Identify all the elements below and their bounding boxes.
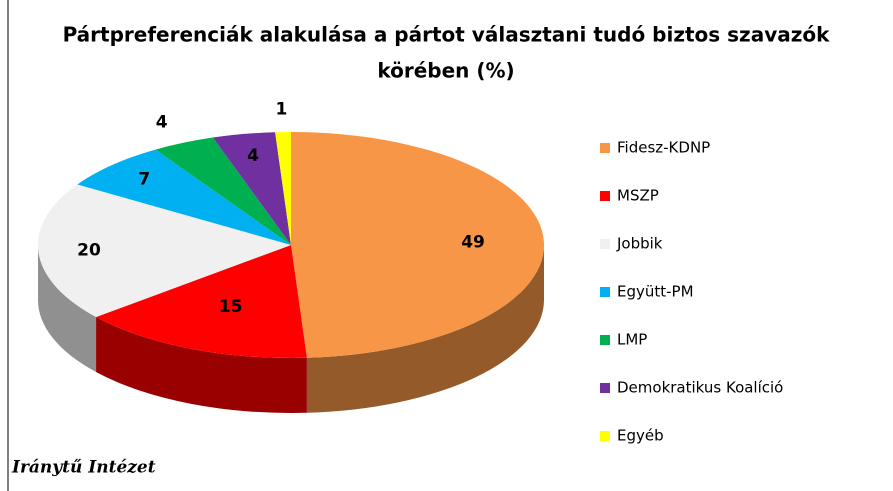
legend-swatch <box>600 431 610 441</box>
source: Iránytű Intézet <box>11 458 156 478</box>
legend-swatch <box>600 239 610 249</box>
pie-slice <box>155 137 291 245</box>
data-label: 4 <box>247 146 259 166</box>
pie-slice <box>275 132 291 245</box>
legend-swatch <box>600 191 610 201</box>
legend-label: Jobbik <box>616 235 663 253</box>
data-label: 4 <box>156 112 168 132</box>
legend-label: Egyéb <box>617 427 664 445</box>
legend-label: Fidesz-KDNP <box>617 139 710 157</box>
chart-title: körében (%) <box>377 59 514 83</box>
pie-side <box>306 245 544 413</box>
legend-label: Együtt-PM <box>617 283 694 301</box>
legend-swatch <box>600 143 610 153</box>
data-label: 1 <box>276 99 288 119</box>
data-label: 7 <box>138 169 150 189</box>
data-label: 15 <box>219 297 243 317</box>
pie-slice <box>38 184 291 318</box>
chart-title: Pártpreferenciák alakulása a pártot vála… <box>63 23 831 47</box>
legend-label: Demokratikus Koalíció <box>617 379 783 397</box>
data-label: 20 <box>77 241 101 261</box>
pie-slice <box>77 149 291 245</box>
pie-side <box>96 317 307 413</box>
legend-label: MSZP <box>617 187 659 205</box>
pie-slice <box>96 245 307 358</box>
pie-side <box>38 245 97 373</box>
data-label: 49 <box>461 232 485 252</box>
legend-swatch <box>600 383 610 393</box>
legend-swatch <box>600 287 610 297</box>
legend-label: LMP <box>617 331 647 349</box>
pie-slice <box>291 132 544 358</box>
legend-swatch <box>600 335 610 345</box>
pie-slice <box>212 132 291 245</box>
